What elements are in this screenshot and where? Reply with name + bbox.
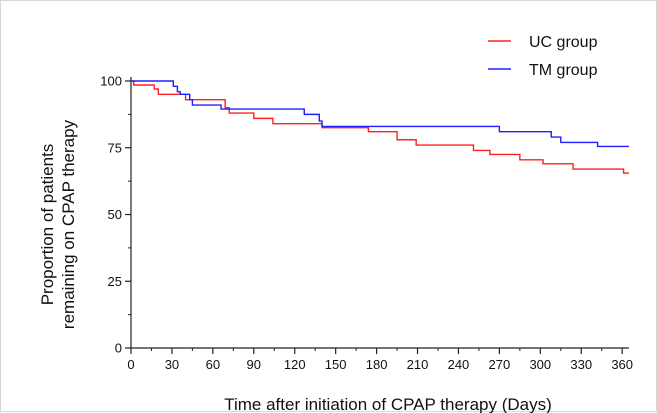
y-axis-title: Proportion of patients remaining on CPAP… bbox=[38, 119, 78, 329]
x-tick-label-240: 240 bbox=[448, 357, 470, 372]
x-tick-label-210: 210 bbox=[407, 357, 429, 372]
y-tick-label-50: 50 bbox=[108, 207, 122, 222]
y-tick-label-100: 100 bbox=[100, 74, 122, 89]
y-tick-label-25: 25 bbox=[108, 274, 122, 289]
y-tick-label-0: 0 bbox=[115, 341, 122, 356]
legend-label-0: UC group bbox=[529, 34, 598, 51]
series-layer bbox=[131, 80, 629, 174]
x-tick-label-150: 150 bbox=[325, 357, 347, 372]
x-tick-label-120: 120 bbox=[284, 357, 306, 372]
legend-label-1: TM group bbox=[529, 62, 598, 79]
x-ticks: 0 30 60 90 120 150 180 210 240 270 300 330 360 bbox=[127, 348, 633, 372]
series-line-tm-group bbox=[131, 80, 629, 148]
x-tick-label-360: 360 bbox=[611, 357, 633, 372]
y-tick-label-75: 75 bbox=[108, 140, 122, 155]
x-tick-label-0: 0 bbox=[127, 357, 134, 372]
axes bbox=[130, 77, 629, 349]
x-axis-title: Time after initiation of CPAP therapy (D… bbox=[224, 395, 552, 413]
x-tick-label-330: 330 bbox=[570, 357, 592, 372]
y-ticks: 0 25 50 75 100 bbox=[100, 74, 131, 356]
x-tick-label-60: 60 bbox=[206, 357, 220, 372]
x-tick-label-180: 180 bbox=[366, 357, 388, 372]
x-tick-label-90: 90 bbox=[247, 357, 261, 372]
legend: UC group TM group bbox=[488, 34, 598, 79]
y-axis-title-line-2: remaining on CPAP therapy bbox=[59, 119, 78, 329]
series-line-uc-group bbox=[131, 80, 629, 174]
x-tick-label-300: 300 bbox=[529, 357, 551, 372]
y-axis-title-line-1: Proportion of patients bbox=[38, 144, 57, 306]
x-tick-label-270: 270 bbox=[489, 357, 511, 372]
x-tick-label-30: 30 bbox=[165, 357, 179, 372]
